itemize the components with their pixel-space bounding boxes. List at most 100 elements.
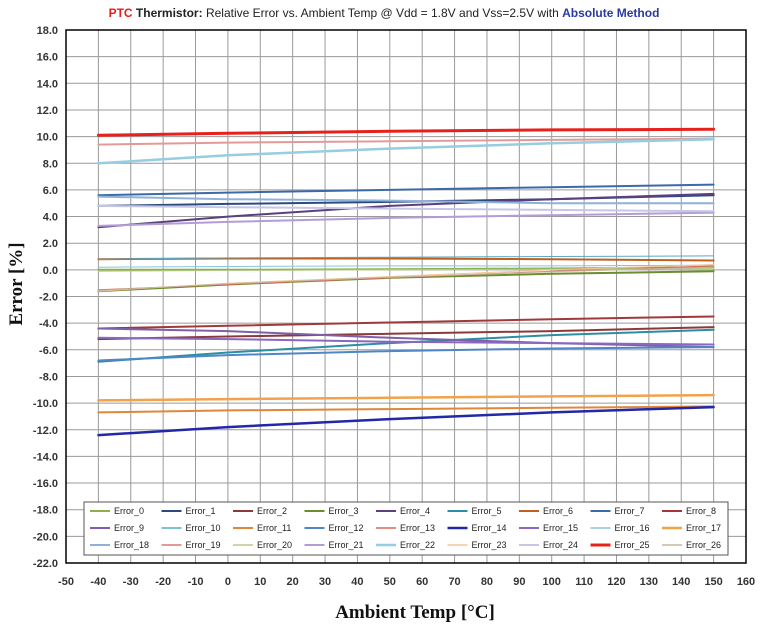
legend-label-8: Error_8 — [686, 506, 716, 516]
legend-label-6: Error_6 — [543, 506, 573, 516]
legend-label-15: Error_15 — [543, 523, 578, 533]
legend-label-10: Error_10 — [186, 523, 221, 533]
series-line-error-19 — [97, 137, 715, 146]
y-tick-label: -10.0 — [33, 398, 58, 410]
legend-label-25: Error_25 — [615, 540, 650, 550]
series-line-error-2 — [97, 326, 715, 341]
x-tick-label: 90 — [513, 576, 525, 588]
y-tick-label: 2.0 — [43, 238, 58, 250]
y-tick-label: -20.0 — [33, 531, 58, 543]
y-tick-label: -8.0 — [39, 371, 58, 383]
x-tick-label: 70 — [448, 576, 460, 588]
x-tick-label: 40 — [351, 576, 363, 588]
series-line-error-15 — [97, 336, 715, 346]
y-tick-label: -16.0 — [33, 478, 58, 490]
y-tick-label: -22.0 — [33, 558, 58, 570]
legend-label-4: Error_4 — [400, 506, 430, 516]
y-tick-label: -12.0 — [33, 425, 58, 437]
series-line-error-22 — [97, 138, 715, 165]
y-tick-label: 18.0 — [37, 25, 58, 37]
legend-label-14: Error_14 — [472, 523, 507, 533]
legend-label-24: Error_24 — [543, 540, 578, 550]
y-tick-label: -14.0 — [33, 451, 58, 463]
y-tick-label: 6.0 — [43, 185, 58, 197]
series-line-error-3 — [97, 270, 715, 293]
series-line-error-24 — [97, 204, 715, 213]
legend-label-26: Error_26 — [686, 540, 721, 550]
y-tick-label: 16.0 — [37, 52, 58, 64]
x-tick-label: 20 — [287, 576, 299, 588]
grid — [65, 29, 747, 564]
x-tick-label: 160 — [737, 576, 755, 588]
x-tick-label: 80 — [481, 576, 493, 588]
x-tick-label: 130 — [640, 576, 658, 588]
series-line-error-12 — [97, 346, 715, 362]
series-line-error-20 — [97, 268, 715, 272]
legend-label-2: Error_2 — [257, 506, 287, 516]
series-line-error-21 — [97, 211, 715, 227]
x-tick-label: 140 — [672, 576, 690, 588]
y-tick-label: -4.0 — [39, 318, 58, 330]
legend-label-22: Error_22 — [400, 540, 435, 550]
legend-label-9: Error_9 — [114, 523, 144, 533]
title-description: Relative Error vs. Ambient Temp @ Vdd = … — [202, 6, 563, 20]
x-tick-label: -20 — [155, 576, 171, 588]
series-line-error-17 — [97, 393, 715, 402]
y-tick-label: -18.0 — [33, 505, 58, 517]
y-tick-label: -6.0 — [39, 345, 58, 357]
x-tick-label: 0 — [225, 576, 231, 588]
series-line-error-8 — [97, 315, 715, 330]
y-tick-label: 10.0 — [37, 132, 58, 144]
legend-label-23: Error_23 — [472, 540, 507, 550]
x-tick-label: 50 — [384, 576, 396, 588]
series-line-error-4 — [97, 192, 715, 229]
legend-label-17: Error_17 — [686, 523, 721, 533]
legend-label-3: Error_3 — [329, 506, 359, 516]
title-method: Absolute Method — [562, 6, 660, 20]
y-axis-title: Error [%] — [6, 242, 27, 325]
x-tick-label: 30 — [319, 576, 331, 588]
series-line-error-25 — [96, 127, 716, 137]
x-tick-label: 110 — [575, 576, 593, 588]
legend-label-21: Error_21 — [329, 540, 364, 550]
x-tick-label: -30 — [123, 576, 139, 588]
y-tick-label: 4.0 — [43, 212, 58, 224]
x-tick-label: -40 — [90, 576, 106, 588]
series-line-error-10 — [97, 255, 715, 260]
series-layer — [96, 127, 716, 437]
series-line-error-16 — [97, 264, 715, 268]
legend-box — [83, 501, 729, 556]
legend-label-0: Error_0 — [114, 506, 144, 516]
x-tick-label: 10 — [254, 576, 266, 588]
series-line-error-14 — [97, 405, 715, 437]
legend-label-12: Error_12 — [329, 523, 364, 533]
legend-label-16: Error_16 — [615, 523, 650, 533]
series-line-error-26 — [97, 266, 715, 291]
series-line-error-7 — [97, 183, 715, 197]
y-tick-label: 0.0 — [43, 265, 58, 277]
y-tick-label: -2.0 — [39, 292, 58, 304]
legend-label-20: Error_20 — [257, 540, 292, 550]
title-ptc: PTC — [108, 6, 133, 20]
plot-frame — [65, 29, 747, 564]
x-axis-ticks: -50 -40 -30 -20 -10 0 10 20 30 40 50 60 70 80 90 100 110… — [58, 576, 755, 588]
x-tick-label: 60 — [416, 576, 428, 588]
x-axis-title: Ambient Temp [°C] — [335, 602, 495, 623]
x-tick-label: 150 — [704, 576, 722, 588]
x-tick-label: 120 — [607, 576, 625, 588]
series-line-error-18 — [97, 195, 715, 205]
title-thermistor: Thermistor: — [135, 6, 203, 20]
legend-label-13: Error_13 — [400, 523, 435, 533]
series-line-error-11 — [97, 405, 715, 414]
y-tick-label: 8.0 — [43, 158, 58, 170]
y-tick-label: 14.0 — [37, 78, 58, 90]
legend-label-19: Error_19 — [186, 540, 221, 550]
x-tick-label: 100 — [543, 576, 561, 588]
legend: Error_0 Error_1 Error_2 Error_3 Error_4 Error… — [83, 501, 729, 556]
legend-label-11: Error_11 — [257, 523, 291, 533]
series-line-error-5 — [97, 328, 715, 363]
legend-label-5: Error_5 — [472, 506, 502, 516]
legend-label-18: Error_18 — [114, 540, 149, 550]
chart-title: PTC Thermistor: Relative Error vs. Ambie… — [0, 6, 768, 20]
